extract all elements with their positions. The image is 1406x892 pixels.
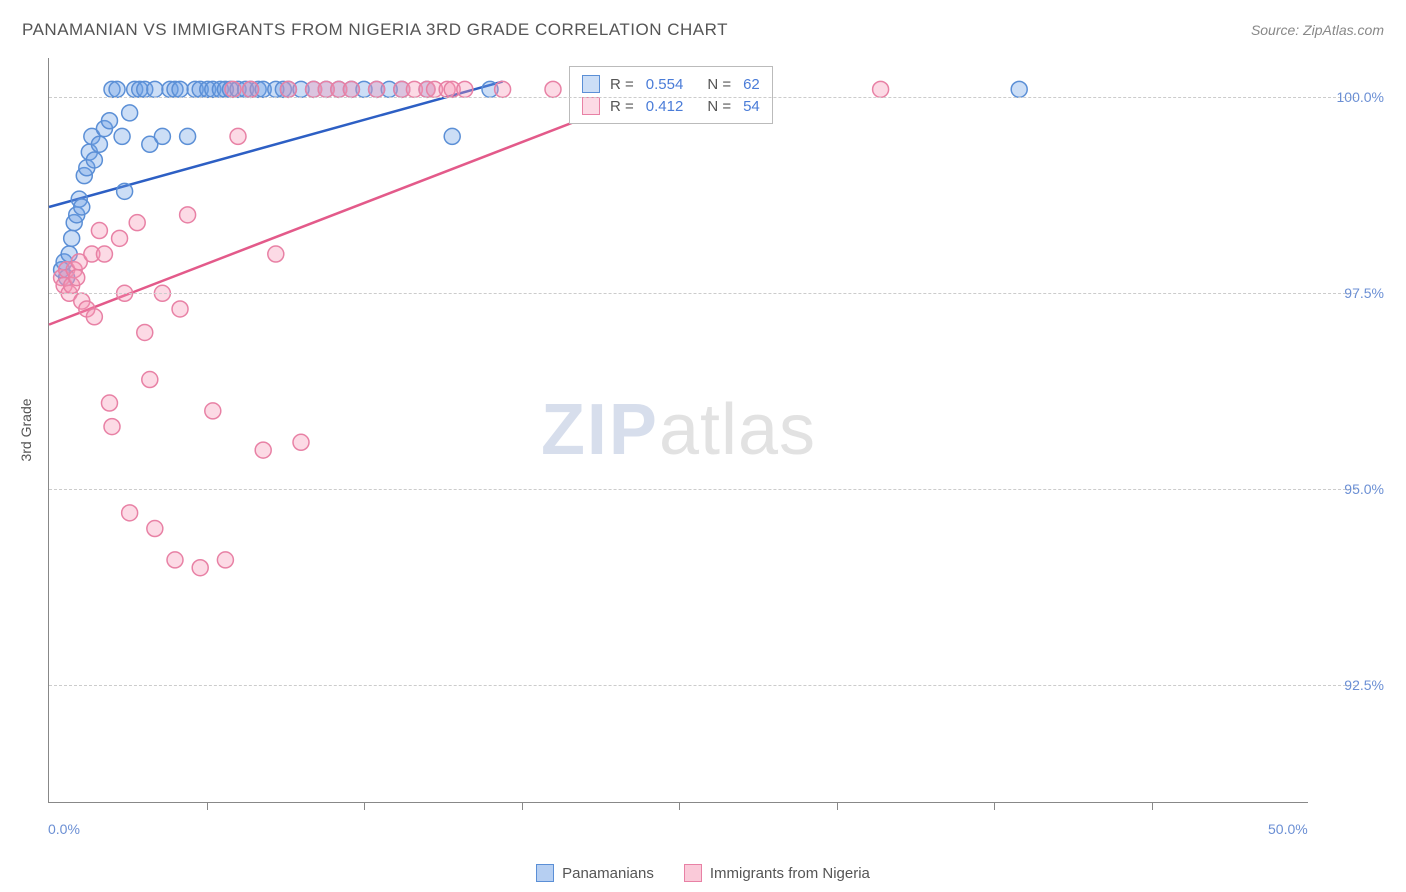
- y-axis-label: 3rd Grade: [18, 398, 34, 461]
- stats-r-label: R =: [610, 76, 634, 93]
- data-point: [69, 270, 85, 286]
- stats-r-value: 0.412: [646, 98, 684, 115]
- stats-row: R = 0.554 N = 62: [582, 73, 760, 95]
- xtick-minor: [364, 802, 365, 810]
- data-point: [117, 183, 133, 199]
- ytick-label: 100.0%: [1337, 89, 1384, 105]
- gridline: [49, 293, 1356, 294]
- data-point: [147, 81, 163, 97]
- data-point: [205, 403, 221, 419]
- chart-svg: [49, 58, 1308, 802]
- data-point: [457, 81, 473, 97]
- legend-item: Immigrants from Nigeria: [684, 864, 870, 882]
- data-point: [147, 521, 163, 537]
- data-point: [217, 552, 233, 568]
- data-point: [293, 434, 309, 450]
- data-point: [243, 81, 259, 97]
- gridline: [49, 489, 1356, 490]
- xtick-minor: [679, 802, 680, 810]
- data-point: [86, 309, 102, 325]
- data-point: [101, 395, 117, 411]
- ytick-label: 92.5%: [1344, 677, 1384, 693]
- data-point: [192, 560, 208, 576]
- chart-title: PANAMANIAN VS IMMIGRANTS FROM NIGERIA 3R…: [22, 20, 728, 40]
- data-point: [112, 230, 128, 246]
- data-point: [167, 552, 183, 568]
- xtick-minor: [994, 802, 995, 810]
- legend-swatch: [684, 864, 702, 882]
- data-point: [873, 81, 889, 97]
- data-point: [280, 81, 296, 97]
- stats-r-value: 0.554: [646, 76, 684, 93]
- data-point: [137, 324, 153, 340]
- data-point: [180, 128, 196, 144]
- ytick-label: 95.0%: [1344, 481, 1384, 497]
- gridline: [49, 97, 1356, 98]
- data-point: [172, 301, 188, 317]
- stats-n-value: 62: [743, 76, 760, 93]
- data-point: [154, 128, 170, 144]
- gridline: [49, 685, 1356, 686]
- data-point: [86, 152, 102, 168]
- legend-label: Immigrants from Nigeria: [710, 865, 870, 882]
- data-point: [114, 128, 130, 144]
- xtick-minor: [207, 802, 208, 810]
- stats-row: R = 0.412 N = 54: [582, 95, 760, 117]
- data-point: [369, 81, 385, 97]
- data-point: [545, 81, 561, 97]
- stats-n-label: N =: [707, 98, 731, 115]
- data-point: [91, 136, 107, 152]
- stats-n-label: N =: [707, 76, 731, 93]
- xtick-label: 0.0%: [48, 821, 80, 837]
- data-point: [255, 442, 271, 458]
- data-point: [122, 105, 138, 121]
- title-bar: PANAMANIAN VS IMMIGRANTS FROM NIGERIA 3R…: [22, 20, 1384, 40]
- plot-area: ZIPatlas R =0.554N =62R =0.412N =54: [48, 58, 1308, 803]
- data-point: [109, 81, 125, 97]
- data-point: [495, 81, 511, 97]
- data-point: [444, 128, 460, 144]
- legend-swatch: [582, 97, 600, 115]
- legend-swatch: [582, 75, 600, 93]
- data-point: [1011, 81, 1027, 97]
- data-point: [101, 113, 117, 129]
- data-point: [343, 81, 359, 97]
- data-point: [64, 230, 80, 246]
- source-label: Source: ZipAtlas.com: [1251, 22, 1384, 38]
- xtick-minor: [1152, 802, 1153, 810]
- data-point: [129, 215, 145, 231]
- xtick-label: 50.0%: [1268, 821, 1308, 837]
- data-point: [142, 372, 158, 388]
- bottom-legend: Panamanians Immigrants from Nigeria: [0, 864, 1406, 882]
- stats-n-value: 54: [743, 98, 760, 115]
- xtick-minor: [522, 802, 523, 810]
- data-point: [122, 505, 138, 521]
- data-point: [172, 81, 188, 97]
- data-point: [91, 223, 107, 239]
- data-point: [225, 81, 241, 97]
- data-point: [180, 207, 196, 223]
- xtick-minor: [837, 802, 838, 810]
- data-point: [104, 419, 120, 435]
- data-point: [96, 246, 112, 262]
- legend-label: Panamanians: [562, 865, 654, 882]
- stats-r-label: R =: [610, 98, 634, 115]
- data-point: [268, 246, 284, 262]
- legend-swatch: [536, 864, 554, 882]
- data-point: [74, 199, 90, 215]
- stats-legend-box: R = 0.554 N = 62 R = 0.412 N = 54: [569, 66, 773, 124]
- legend-item: Panamanians: [536, 864, 654, 882]
- data-point: [230, 128, 246, 144]
- ytick-label: 97.5%: [1344, 285, 1384, 301]
